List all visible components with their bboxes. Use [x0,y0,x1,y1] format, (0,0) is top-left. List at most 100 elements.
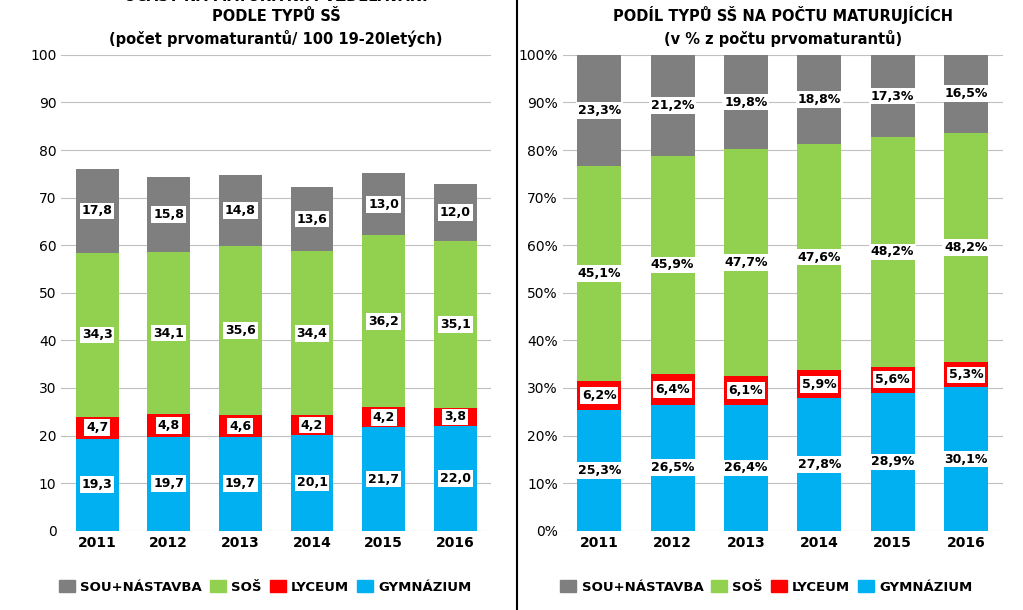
Bar [291,187,333,251]
Bar [362,428,405,531]
Text: 15,8: 15,8 [153,208,184,221]
Text: 4,6: 4,6 [229,420,252,432]
Bar [577,381,621,411]
Legend: SOU+NÁSTAVBA, SOŠ, LYCEUM, GYMNÁZIUM: SOU+NÁSTAVBA, SOŠ, LYCEUM, GYMNÁZIUM [561,580,972,594]
Bar [147,437,190,531]
Text: 21,2%: 21,2% [651,99,695,112]
Bar [577,167,621,381]
Bar [651,374,695,404]
Text: 4,7: 4,7 [86,421,108,434]
Text: 16,5%: 16,5% [944,87,987,100]
Bar [651,404,695,531]
Bar [147,177,190,252]
Text: 3,8: 3,8 [444,411,466,423]
Text: 5,3%: 5,3% [948,368,983,381]
Text: 48,2%: 48,2% [944,241,987,254]
Text: 17,8: 17,8 [82,204,113,217]
Text: 17,3%: 17,3% [871,90,915,102]
Bar [291,415,333,435]
Bar [871,367,915,393]
Title: ÚČAST NA MATURITNÍM VZDĚLÁVÁNÍ
PODLE TYPŮ SŠ
(počet prvomaturantů/ 100 19-20letý: ÚČAST NA MATURITNÍM VZDĚLÁVÁNÍ PODLE TYP… [109,0,443,47]
Bar [219,246,262,415]
Text: 30,1%: 30,1% [944,453,987,465]
Bar [76,439,119,531]
Text: 19,7: 19,7 [153,478,184,490]
Text: 20,1: 20,1 [297,476,327,489]
Text: 23,3%: 23,3% [578,104,621,117]
Text: 35,1: 35,1 [440,318,471,331]
Text: 19,7: 19,7 [225,478,256,490]
Bar [871,55,915,137]
Text: 19,3: 19,3 [82,478,113,491]
Text: 6,2%: 6,2% [582,389,617,402]
Text: 13,6: 13,6 [297,212,327,226]
Text: 4,2: 4,2 [301,418,323,431]
Bar [434,241,477,408]
Bar [362,235,405,407]
Legend: SOU+NÁSTAVBA, SOŠ, LYCEUM, GYMNÁZIUM: SOU+NÁSTAVBA, SOŠ, LYCEUM, GYMNÁZIUM [59,580,472,594]
Bar [797,54,841,144]
Text: 6,4%: 6,4% [656,383,690,396]
Text: 14,8: 14,8 [225,204,256,217]
Text: 26,4%: 26,4% [724,461,767,475]
Bar [724,149,768,376]
Bar [724,405,768,531]
Text: 4,2: 4,2 [372,411,395,424]
Bar [577,56,621,167]
Bar [724,55,768,149]
Text: 21,7: 21,7 [368,473,399,486]
Bar [76,168,119,253]
Text: 25,3%: 25,3% [578,464,621,477]
Text: 5,6%: 5,6% [876,373,909,386]
Bar [147,414,190,437]
Text: 12,0: 12,0 [440,206,471,219]
Text: 26,5%: 26,5% [651,461,695,474]
Bar [219,175,262,246]
Bar [797,370,841,398]
Bar [944,362,988,387]
Bar [147,252,190,414]
Bar [434,184,477,241]
Bar [944,387,988,531]
Text: 18,8%: 18,8% [798,93,841,106]
Bar [362,407,405,428]
Text: 13,0: 13,0 [368,198,399,211]
Bar [577,411,621,531]
Bar [651,55,695,156]
Bar [219,415,262,437]
Text: 5,9%: 5,9% [802,378,837,391]
Text: 45,9%: 45,9% [651,259,695,271]
Text: 34,3: 34,3 [82,328,113,342]
Text: 36,2: 36,2 [368,315,399,328]
Bar [76,253,119,417]
Bar [434,426,477,531]
Bar [797,144,841,370]
Text: 27,8%: 27,8% [798,458,841,471]
Text: 35,6: 35,6 [225,324,256,337]
Bar [434,408,477,426]
Bar [944,133,988,362]
Text: 28,9%: 28,9% [871,456,915,468]
Text: 34,4: 34,4 [297,327,327,340]
Bar [871,137,915,367]
Bar [651,156,695,374]
Text: 6,1%: 6,1% [728,384,763,397]
Text: 45,1%: 45,1% [578,267,621,280]
Text: 47,6%: 47,6% [798,251,841,264]
Text: 4,8: 4,8 [158,419,180,432]
Text: 47,7%: 47,7% [724,256,767,269]
Bar [219,437,262,531]
Bar [724,376,768,405]
Text: 19,8%: 19,8% [724,96,767,109]
Text: 34,1: 34,1 [153,326,184,340]
Bar [944,54,988,133]
Text: 22,0: 22,0 [440,472,471,485]
Bar [871,393,915,531]
Bar [76,417,119,439]
Title: PODÍL TYPŮ SŠ NA POČTU MATURUJÍCÍCH
(v % z počtu prvomaturantů): PODÍL TYPŮ SŠ NA POČTU MATURUJÍCÍCH (v %… [613,6,952,47]
Bar [362,173,405,235]
Bar [291,251,333,415]
Bar [797,398,841,531]
Text: 48,2%: 48,2% [871,245,915,259]
Bar [291,435,333,531]
